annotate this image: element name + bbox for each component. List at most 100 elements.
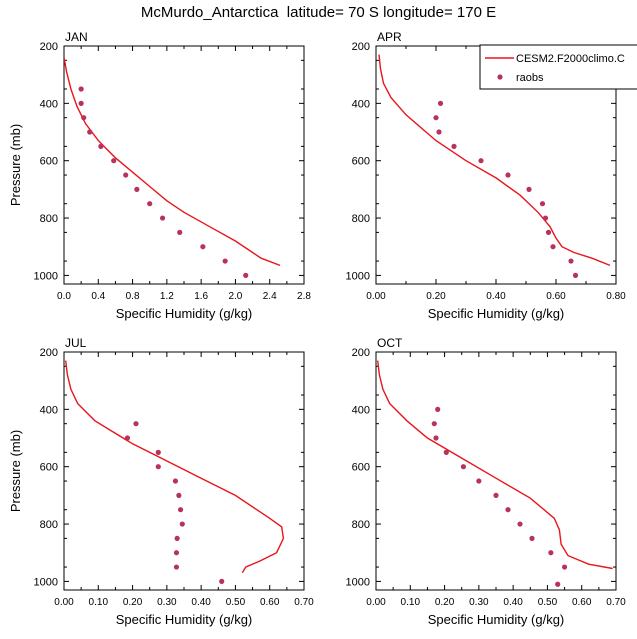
obs-point xyxy=(433,435,439,441)
x-axis-label: Specific Humidity (g/kg) xyxy=(116,612,253,627)
obs-point xyxy=(437,100,444,106)
obs-point xyxy=(478,158,484,164)
y-tick-label: 400 xyxy=(40,98,58,110)
x-tick-label: 0.20 xyxy=(426,291,446,302)
plot-area xyxy=(64,57,281,278)
x-tick-label: 0.40 xyxy=(191,597,211,608)
y-tick-label: 800 xyxy=(352,519,370,531)
obs-point xyxy=(561,564,568,570)
x-tick-label: 0.00 xyxy=(54,597,74,608)
x-tick-label: 1.2 xyxy=(160,291,174,302)
legend: CESM2.F2000climo.C raobs xyxy=(479,44,637,90)
x-tick-label: 2.4 xyxy=(263,291,277,302)
y-axis-label: Pressure (mb) xyxy=(8,124,23,206)
y-tick-label: 600 xyxy=(40,462,58,474)
obs-point xyxy=(222,258,228,264)
panel-jul: JUL 200 400 600 800 1000 0.00 0.10 0.20 0.30 0.40 0… xyxy=(8,336,314,627)
plot-frame xyxy=(63,45,305,285)
x-tick-label: 0.0 xyxy=(57,291,71,302)
x-tick-label: 0.40 xyxy=(486,291,506,302)
obs-point xyxy=(493,492,499,498)
panel-label: APR xyxy=(377,30,402,44)
obs-point xyxy=(542,215,549,221)
panel-apr: APR 200 400 600 800 1000 0.00 0.20 0.40 0.60 0.80 S… xyxy=(346,30,627,321)
y-tick-label: 1000 xyxy=(346,270,370,282)
y-tick-label: 800 xyxy=(352,213,370,225)
y-tick-label: 600 xyxy=(352,156,370,168)
obs-point xyxy=(200,244,206,250)
legend-box xyxy=(479,44,637,90)
x-tick-label: 0.70 xyxy=(294,597,314,608)
x-tick-label: 1.6 xyxy=(194,291,208,302)
plot-frame xyxy=(63,351,305,591)
plot-area xyxy=(378,54,611,278)
obs-point xyxy=(539,201,546,207)
plot-area xyxy=(377,360,613,587)
obs-point xyxy=(87,129,93,135)
plot-area xyxy=(65,360,285,584)
obs-point xyxy=(78,86,84,92)
obs-point xyxy=(526,186,532,192)
obs-point xyxy=(550,244,556,250)
x-tick-label: 0.60 xyxy=(260,597,280,608)
obs-point xyxy=(219,578,225,584)
obs-point xyxy=(177,507,184,513)
x-tick-label: 0.20 xyxy=(123,597,143,608)
y-tick-label: 600 xyxy=(40,156,58,168)
model-line xyxy=(65,360,285,574)
obs-point xyxy=(133,421,139,427)
y-tick-label: 400 xyxy=(352,98,370,110)
obs-point xyxy=(177,229,183,235)
obs-point xyxy=(179,521,185,527)
obs-point xyxy=(451,143,457,149)
x-tick-label: 0.50 xyxy=(226,597,246,608)
obs-point xyxy=(147,201,153,207)
obs-point xyxy=(548,550,554,556)
obs-point xyxy=(173,550,180,556)
legend-marker-swatch xyxy=(497,74,503,80)
obs-point xyxy=(529,535,535,541)
x-tick-label: 0.30 xyxy=(157,597,177,608)
x-tick-label: 2.0 xyxy=(228,291,242,302)
panel-oct: OCT 200 400 600 800 1000 0.00 0.10 0.20 0.30 0.40 0… xyxy=(346,336,627,627)
x-tick-label: 0.4 xyxy=(91,291,105,302)
obs-point xyxy=(159,215,166,221)
x-tick-label: 0.40 xyxy=(503,597,523,608)
y-tick-label: 200 xyxy=(40,347,58,359)
obs-point xyxy=(155,449,161,455)
y-tick-label: 400 xyxy=(352,404,370,416)
legend-label-obs: raobs xyxy=(516,72,544,84)
panel-label: JUL xyxy=(65,336,87,350)
obs-point xyxy=(433,115,439,121)
obs-point xyxy=(81,115,87,121)
obs-point xyxy=(431,421,437,427)
x-tick-label: 0.00 xyxy=(366,291,386,302)
obs-point xyxy=(435,406,441,412)
obs-point xyxy=(176,492,182,498)
plot-frame xyxy=(375,351,617,591)
panel-jan: JAN 200 400 600 800 1000 0.0 0.4 0.8 1.2 1.6 2.0 2.4… xyxy=(8,30,311,321)
obs-point xyxy=(436,129,442,135)
y-tick-label: 200 xyxy=(352,347,370,359)
obs-point xyxy=(460,464,467,470)
obs-point xyxy=(173,564,180,570)
model-line xyxy=(378,54,611,267)
obs-point xyxy=(98,143,104,149)
y-tick-label: 400 xyxy=(40,404,58,416)
x-axis-label: Specific Humidity (g/kg) xyxy=(116,306,253,321)
panel-label: OCT xyxy=(377,336,403,350)
model-line xyxy=(377,360,613,570)
x-tick-label: 0.10 xyxy=(401,597,421,608)
obs-point xyxy=(78,100,84,106)
y-tick-label: 800 xyxy=(40,519,58,531)
obs-point xyxy=(545,229,552,235)
x-tick-label: 0.60 xyxy=(546,291,566,302)
x-tick-label: 0.00 xyxy=(366,597,386,608)
obs-point xyxy=(174,535,180,541)
x-tick-label: 0.30 xyxy=(469,597,489,608)
y-tick-label: 1000 xyxy=(34,576,58,588)
x-tick-label: 0.10 xyxy=(89,597,109,608)
obs-point xyxy=(505,172,511,178)
